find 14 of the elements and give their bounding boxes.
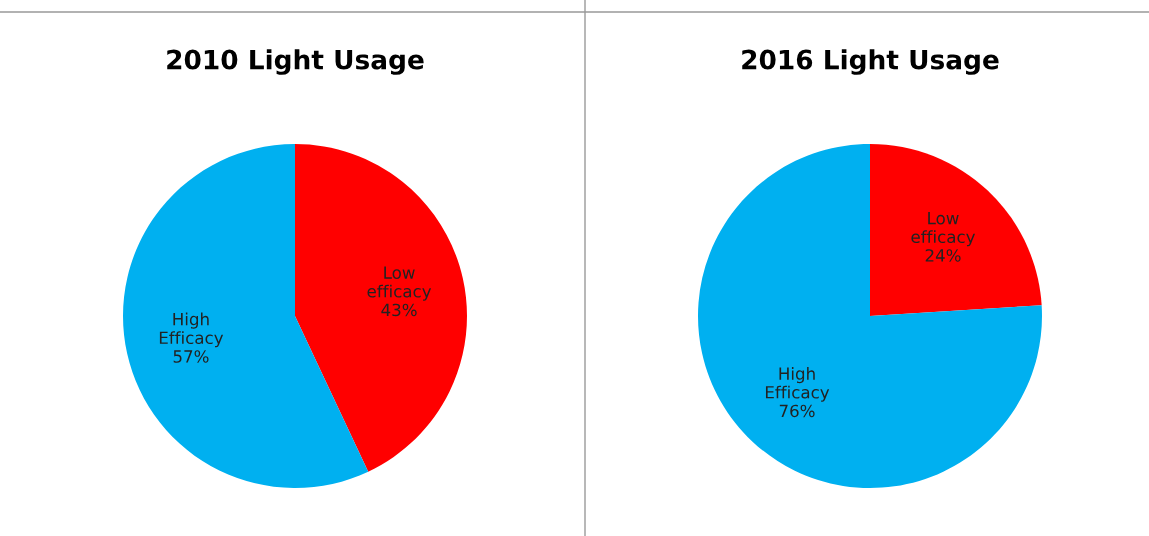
pie-slice — [295, 144, 467, 472]
chart-title: 2010 Light Usage — [167, 49, 424, 75]
pie-slice — [698, 144, 1042, 488]
chart-title: 2016 Light Usage — [742, 49, 999, 75]
data-label: 24% — [925, 249, 961, 262]
slice-label: High Efficacy — [159, 312, 224, 348]
slice-label: High Efficacy — [765, 367, 830, 402]
data-label: 43% — [381, 303, 417, 317]
pie-slice — [870, 144, 1042, 316]
data-label: 57% — [173, 350, 209, 363]
pie-slice — [123, 144, 369, 488]
slice-label: Low efficacy — [367, 266, 432, 301]
slice-label: Low efficacy — [911, 212, 976, 247]
data-label: 76% — [779, 404, 815, 418]
